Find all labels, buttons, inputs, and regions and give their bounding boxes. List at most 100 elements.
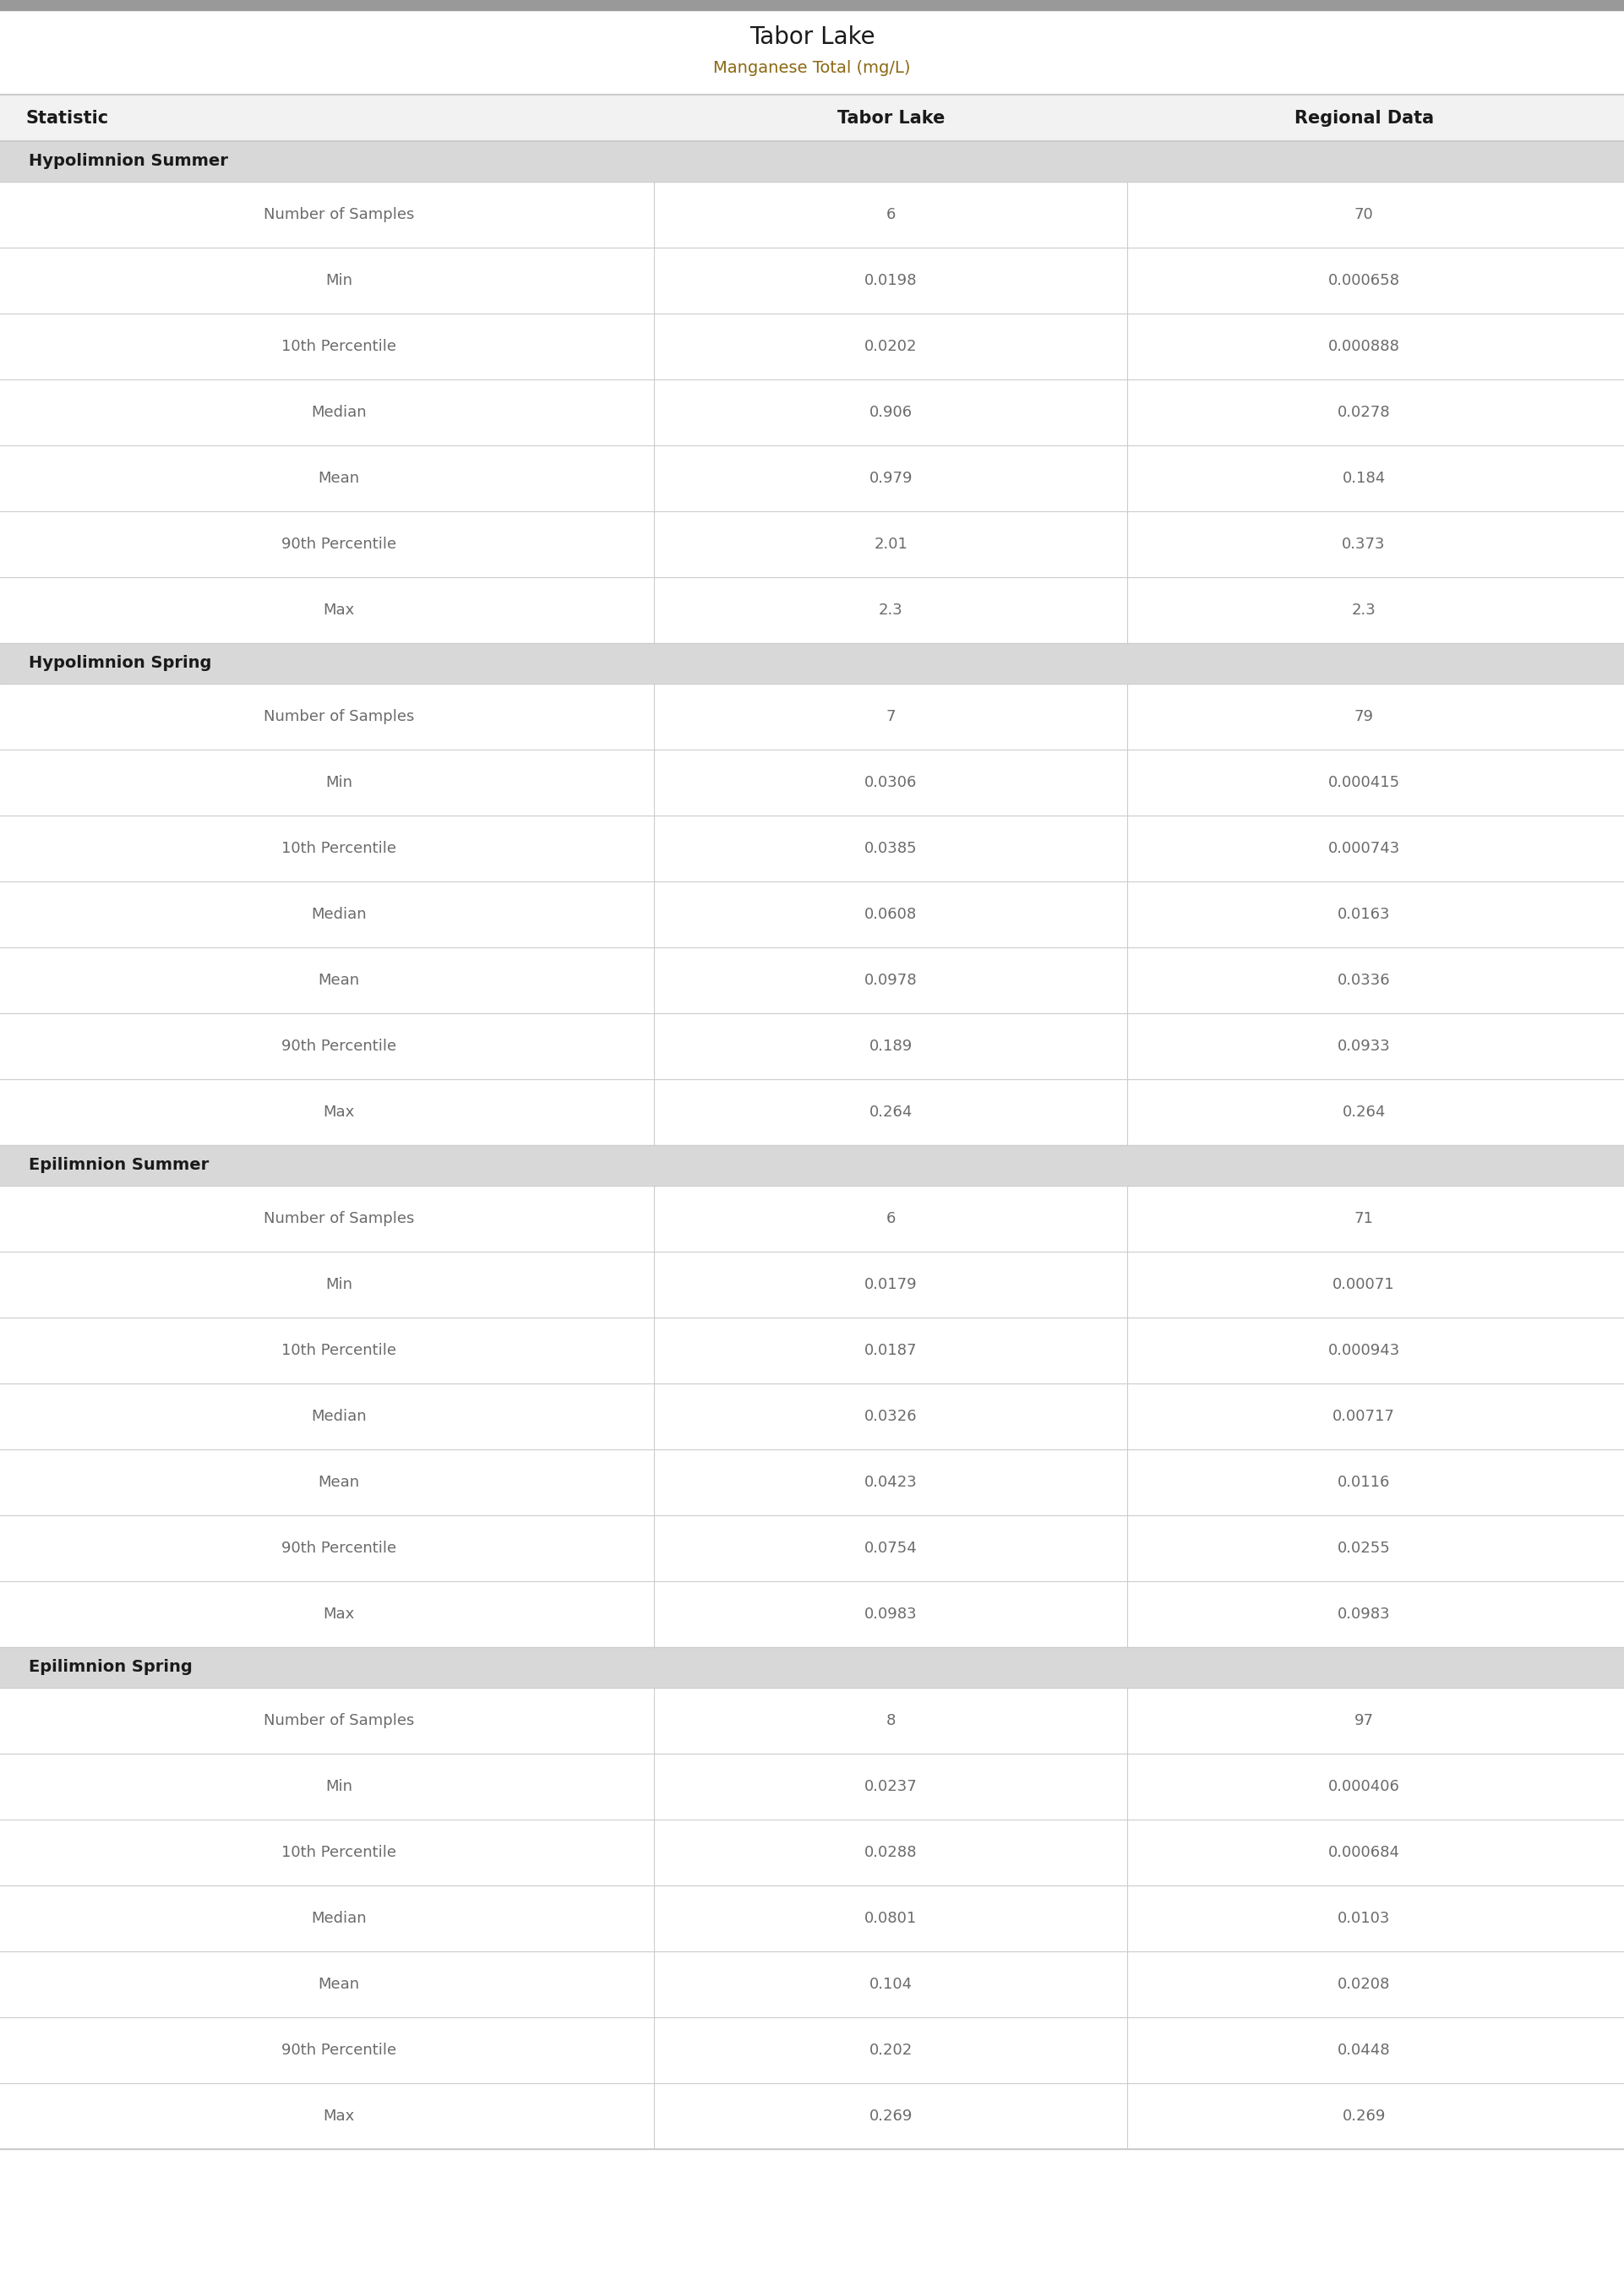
Text: Max: Max — [323, 1607, 354, 1621]
Bar — [0, 379, 1624, 445]
Text: Regional Data: Regional Data — [1294, 109, 1434, 127]
Text: 0.0116: 0.0116 — [1338, 1476, 1390, 1489]
Text: 0.264: 0.264 — [1341, 1105, 1385, 1119]
Text: 0.0278: 0.0278 — [1338, 404, 1390, 420]
Bar — [0, 1185, 1624, 1251]
Bar — [0, 1582, 1624, 1648]
Bar — [0, 141, 1624, 182]
Bar — [0, 1251, 1624, 1317]
Text: Median: Median — [312, 1911, 367, 1925]
Text: 0.0103: 0.0103 — [1338, 1911, 1390, 1925]
Text: Min: Min — [325, 774, 352, 790]
Text: Max: Max — [323, 1105, 354, 1119]
Text: 0.0983: 0.0983 — [1338, 1607, 1390, 1621]
Bar — [0, 947, 1624, 1012]
Text: Number of Samples: Number of Samples — [263, 207, 414, 222]
Text: Median: Median — [312, 1410, 367, 1423]
Text: 6: 6 — [887, 207, 896, 222]
Bar — [0, 247, 1624, 313]
Text: 2.3: 2.3 — [1351, 602, 1376, 617]
Text: Max: Max — [323, 2109, 354, 2125]
Text: 0.0385: 0.0385 — [864, 840, 918, 856]
Text: Median: Median — [312, 906, 367, 922]
Text: 0.0326: 0.0326 — [864, 1410, 918, 1423]
Text: 0.0448: 0.0448 — [1338, 2043, 1390, 2059]
Text: 2.01: 2.01 — [874, 536, 908, 552]
Text: Min: Min — [325, 272, 352, 288]
Text: 0.0978: 0.0978 — [864, 974, 918, 987]
Text: Manganese Total (mg/L): Manganese Total (mg/L) — [713, 59, 911, 75]
Bar — [0, 642, 1624, 683]
Text: 90th Percentile: 90th Percentile — [281, 1040, 396, 1053]
Text: 10th Percentile: 10th Percentile — [281, 840, 396, 856]
Text: 0.269: 0.269 — [869, 2109, 913, 2125]
Text: 0.0187: 0.0187 — [864, 1344, 918, 1357]
Text: 2.3: 2.3 — [879, 602, 903, 617]
Text: 0.264: 0.264 — [869, 1105, 913, 1119]
Text: 0.0163: 0.0163 — [1338, 906, 1390, 922]
Bar — [0, 1648, 1624, 1687]
Text: Epilimnion Spring: Epilimnion Spring — [29, 1659, 192, 1675]
Text: 0.0179: 0.0179 — [864, 1278, 918, 1292]
Bar — [0, 1078, 1624, 1144]
Text: 0.184: 0.184 — [1341, 470, 1385, 486]
Text: Mean: Mean — [318, 1476, 361, 1489]
Text: 0.0608: 0.0608 — [864, 906, 918, 922]
Text: 0.0208: 0.0208 — [1338, 1977, 1390, 1993]
Text: 97: 97 — [1354, 1714, 1374, 1727]
Bar — [0, 0, 1624, 9]
Text: 0.0336: 0.0336 — [1338, 974, 1390, 987]
Bar — [0, 313, 1624, 379]
Bar — [0, 1687, 1624, 1755]
Text: 0.00717: 0.00717 — [1333, 1410, 1395, 1423]
Bar — [0, 1382, 1624, 1448]
Text: 0.00071: 0.00071 — [1333, 1278, 1395, 1292]
Text: 0.000415: 0.000415 — [1328, 774, 1400, 790]
Text: 0.269: 0.269 — [1341, 2109, 1385, 2125]
Bar — [0, 1012, 1624, 1078]
Text: Number of Samples: Number of Samples — [263, 708, 414, 724]
Bar — [0, 1516, 1624, 1582]
Text: Min: Min — [325, 1278, 352, 1292]
Bar — [0, 182, 1624, 247]
Text: 0.0754: 0.0754 — [864, 1541, 918, 1555]
Bar — [0, 1755, 1624, 1821]
Bar — [0, 881, 1624, 947]
Text: 0.0801: 0.0801 — [864, 1911, 918, 1925]
Text: 79: 79 — [1354, 708, 1374, 724]
Text: Mean: Mean — [318, 974, 361, 987]
Bar — [0, 1952, 1624, 2018]
Bar — [0, 683, 1624, 749]
Text: Hypolimnion Summer: Hypolimnion Summer — [29, 154, 227, 170]
Text: 0.000943: 0.000943 — [1328, 1344, 1400, 1357]
Text: 0.189: 0.189 — [869, 1040, 913, 1053]
Text: Min: Min — [325, 1780, 352, 1793]
Text: 70: 70 — [1354, 207, 1374, 222]
Bar — [0, 1144, 1624, 1185]
Text: 0.000888: 0.000888 — [1328, 338, 1400, 354]
Text: 0.906: 0.906 — [869, 404, 913, 420]
Text: 71: 71 — [1354, 1212, 1374, 1226]
Text: Statistic: Statistic — [26, 109, 109, 127]
Text: 7: 7 — [887, 708, 896, 724]
Bar — [0, 95, 1624, 141]
Bar — [0, 749, 1624, 815]
Text: Max: Max — [323, 602, 354, 617]
Text: 0.0288: 0.0288 — [864, 1846, 918, 1859]
Bar — [0, 1821, 1624, 1886]
Text: 0.000658: 0.000658 — [1328, 272, 1400, 288]
Text: Tabor Lake: Tabor Lake — [836, 109, 945, 127]
Text: 0.979: 0.979 — [869, 470, 913, 486]
Bar — [0, 1317, 1624, 1382]
Bar — [0, 1886, 1624, 1952]
Text: 0.0983: 0.0983 — [864, 1607, 918, 1621]
Text: Hypolimnion Spring: Hypolimnion Spring — [29, 656, 211, 672]
Text: Mean: Mean — [318, 1977, 361, 1993]
Text: 0.0202: 0.0202 — [864, 338, 918, 354]
Bar — [0, 511, 1624, 577]
Text: 90th Percentile: 90th Percentile — [281, 536, 396, 552]
Text: 10th Percentile: 10th Percentile — [281, 1344, 396, 1357]
Text: 6: 6 — [887, 1212, 896, 1226]
Text: 10th Percentile: 10th Percentile — [281, 1846, 396, 1859]
Text: Epilimnion Summer: Epilimnion Summer — [29, 1158, 209, 1174]
